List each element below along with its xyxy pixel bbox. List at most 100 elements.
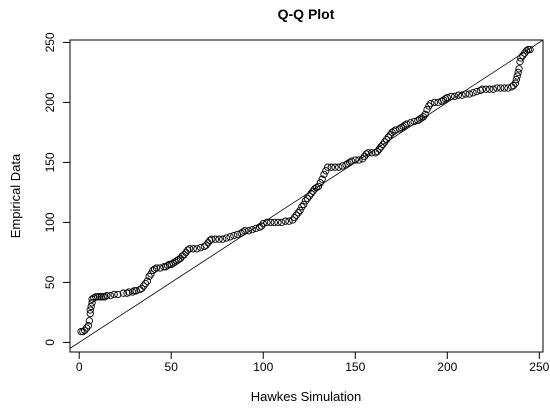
data-point <box>93 293 102 301</box>
data-point <box>248 225 256 234</box>
data-point <box>403 120 411 128</box>
data-point <box>257 222 266 230</box>
data-point <box>358 155 367 163</box>
data-point <box>208 235 216 243</box>
data-point <box>451 92 459 101</box>
data-point <box>219 235 227 243</box>
data-point <box>222 234 231 242</box>
data-point <box>106 291 115 300</box>
data-point <box>97 293 105 301</box>
data-point <box>266 218 275 227</box>
data-point <box>414 116 422 125</box>
data-point <box>130 287 139 295</box>
data-point <box>81 326 89 335</box>
data-point <box>193 245 201 253</box>
data-point <box>399 122 407 131</box>
data-point <box>430 98 439 107</box>
data-point <box>478 85 486 93</box>
data-point <box>476 86 485 95</box>
data-point <box>314 182 323 191</box>
x-tick-label: 0 <box>76 360 83 374</box>
data-point <box>493 84 501 92</box>
data-point <box>307 189 315 198</box>
data-point <box>119 289 128 297</box>
data-point <box>311 185 319 193</box>
data-point <box>202 241 210 249</box>
data-point <box>125 288 133 296</box>
data-point <box>347 157 356 165</box>
data-point <box>511 79 520 87</box>
data-point <box>516 57 524 66</box>
data-point <box>395 125 404 133</box>
data-point <box>373 147 382 156</box>
y-tick-label: 250 <box>43 32 57 52</box>
data-point <box>509 81 518 90</box>
data-point <box>292 211 301 219</box>
data-point <box>364 149 372 157</box>
data-point <box>128 288 137 296</box>
data-point <box>101 293 109 301</box>
data-point <box>110 290 118 299</box>
data-point <box>237 229 245 237</box>
data-point <box>439 96 448 104</box>
data-point <box>215 235 223 243</box>
data-point <box>270 218 278 227</box>
data-point <box>421 110 429 119</box>
x-axis-label: Hawkes Simulation <box>251 389 362 404</box>
data-point <box>123 289 131 297</box>
data-point <box>206 236 214 245</box>
data-point <box>86 309 94 318</box>
data-point <box>465 90 474 98</box>
data-point <box>381 138 389 146</box>
data-point <box>147 270 155 278</box>
data-point <box>141 279 150 288</box>
data-point <box>95 293 104 301</box>
data-point <box>382 135 391 144</box>
data-point <box>77 327 85 336</box>
data-point <box>145 272 153 281</box>
data-point <box>169 259 177 267</box>
data-point <box>524 45 532 54</box>
data-point <box>322 167 330 175</box>
data-point <box>320 170 328 179</box>
data-point <box>259 219 267 228</box>
data-point <box>173 257 181 265</box>
data-point <box>263 218 271 227</box>
data-point <box>300 200 308 209</box>
data-point <box>226 233 234 241</box>
x-tick-label: 150 <box>345 360 365 374</box>
data-point <box>375 145 383 153</box>
data-point <box>482 85 490 93</box>
data-point <box>244 227 253 235</box>
data-point <box>485 85 494 93</box>
data-point <box>84 321 93 330</box>
data-point <box>512 75 520 84</box>
data-point <box>344 159 352 168</box>
data-point <box>438 97 446 105</box>
y-tick-label: 200 <box>43 92 57 112</box>
data-point <box>443 93 451 102</box>
x-axis: 0 50 100 150 200 250 <box>76 352 550 374</box>
data-point <box>526 45 534 54</box>
data-point <box>355 156 363 164</box>
data-point <box>87 302 95 311</box>
y-tick-label: 100 <box>43 212 57 232</box>
data-point <box>335 163 343 171</box>
data-point <box>425 102 433 110</box>
data-point <box>454 91 462 99</box>
data-point <box>427 99 435 108</box>
y-tick-label: 150 <box>43 152 57 172</box>
data-point <box>143 277 151 285</box>
data-point <box>342 161 350 169</box>
data-point <box>312 183 321 192</box>
data-point <box>305 192 313 200</box>
data-point <box>171 258 179 266</box>
data-point <box>458 91 466 99</box>
data-point <box>513 72 521 80</box>
data-point <box>92 293 100 301</box>
data-point <box>500 84 509 92</box>
data-point <box>522 47 531 55</box>
data-point <box>241 227 249 235</box>
data-point <box>88 299 96 307</box>
data-point <box>331 163 339 171</box>
